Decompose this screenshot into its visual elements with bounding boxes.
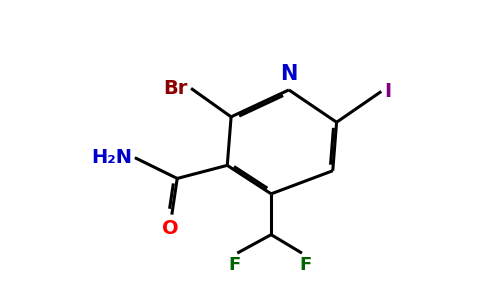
Text: H₂N: H₂N: [91, 148, 133, 167]
Text: F: F: [228, 256, 241, 274]
Text: O: O: [162, 219, 179, 238]
Text: I: I: [384, 82, 392, 101]
Text: Br: Br: [164, 79, 188, 98]
Text: N: N: [280, 64, 298, 84]
Text: F: F: [299, 256, 311, 274]
